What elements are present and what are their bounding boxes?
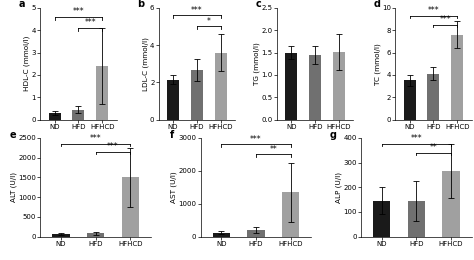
Text: **: ** — [430, 143, 438, 152]
Bar — [442, 171, 459, 237]
Text: a: a — [19, 0, 26, 9]
Text: ***: *** — [73, 7, 84, 16]
Text: **: ** — [269, 145, 277, 154]
Bar — [333, 52, 345, 120]
Bar — [167, 80, 179, 120]
Bar — [213, 233, 230, 237]
Y-axis label: LDL-C (mmol/l): LDL-C (mmol/l) — [142, 37, 148, 91]
Bar — [121, 177, 139, 237]
Text: ***: *** — [84, 18, 96, 27]
Text: *: * — [207, 17, 210, 26]
Text: g: g — [330, 130, 337, 140]
Text: ***: *** — [90, 134, 101, 143]
Bar — [282, 192, 299, 237]
Text: ***: *** — [428, 6, 439, 15]
Text: ***: *** — [439, 15, 451, 24]
Text: ***: *** — [191, 6, 202, 15]
Text: ***: *** — [250, 135, 262, 144]
Y-axis label: HDL-C (mmol/l): HDL-C (mmol/l) — [24, 36, 30, 91]
Y-axis label: TC (mmol/l): TC (mmol/l) — [374, 43, 381, 84]
Bar — [428, 74, 439, 120]
Bar — [404, 81, 416, 120]
Bar — [215, 53, 227, 120]
Bar — [408, 201, 425, 237]
Text: ***: *** — [107, 142, 118, 151]
Bar — [373, 201, 391, 237]
Y-axis label: ALP (U/l): ALP (U/l) — [336, 172, 342, 203]
Bar — [73, 109, 84, 120]
Y-axis label: ALT (U/l): ALT (U/l) — [10, 172, 17, 202]
Text: ***: *** — [410, 134, 422, 144]
Bar — [247, 230, 264, 237]
Bar — [53, 234, 70, 237]
Bar — [49, 113, 61, 120]
Text: f: f — [170, 130, 174, 140]
Bar — [309, 55, 321, 120]
Text: e: e — [9, 130, 16, 140]
Text: c: c — [255, 0, 261, 9]
Bar — [87, 233, 104, 237]
Y-axis label: AST (U/l): AST (U/l) — [171, 171, 177, 203]
Text: b: b — [137, 0, 145, 9]
Bar — [96, 66, 108, 120]
Text: d: d — [374, 0, 381, 9]
Y-axis label: TG (mmol/l): TG (mmol/l) — [254, 42, 260, 85]
Bar — [451, 35, 463, 120]
Bar — [191, 70, 203, 120]
Bar — [285, 53, 297, 120]
